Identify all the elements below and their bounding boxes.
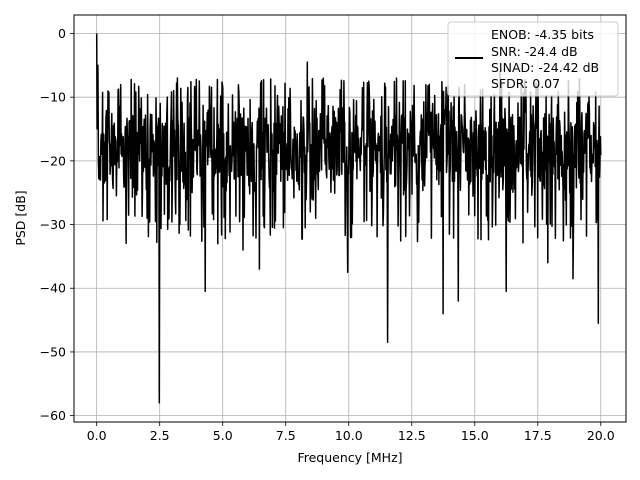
y-tick-label: −60 bbox=[40, 408, 66, 423]
x-tick-label: 7.5 bbox=[276, 428, 296, 443]
x-tick-label: 20.0 bbox=[587, 428, 615, 443]
legend-sinad: SINAD: -24.42 dB bbox=[491, 60, 599, 75]
psd-line bbox=[95, 33, 602, 404]
x-tick-label: 2.5 bbox=[150, 428, 170, 443]
y-axis-label: PSD [dB] bbox=[13, 190, 28, 245]
x-tick-label: 17.5 bbox=[524, 428, 552, 443]
legend: ENOB: -4.35 bits SNR: -24.4 dB SINAD: -2… bbox=[447, 21, 619, 97]
x-tick-label: 5.0 bbox=[213, 428, 233, 443]
y-tick-label: −30 bbox=[40, 217, 66, 232]
x-tick-label: 12.5 bbox=[398, 428, 426, 443]
y-tick-label: −10 bbox=[40, 90, 66, 105]
y-axis-ticks: 0 −10 −20 −30 −40 −50 −60 bbox=[40, 26, 74, 423]
legend-snr: SNR: -24.4 dB bbox=[491, 44, 578, 59]
y-tick-label: −40 bbox=[40, 281, 66, 296]
x-tick-label: 15.0 bbox=[461, 428, 489, 443]
plot-frame bbox=[73, 14, 627, 423]
x-tick-label: 10.0 bbox=[335, 428, 363, 443]
x-axis-label: Frequency [MHz] bbox=[297, 450, 402, 465]
legend-box bbox=[447, 21, 619, 97]
x-tick-label: 0.0 bbox=[87, 428, 107, 443]
legend-enob: ENOB: -4.35 bits bbox=[491, 27, 594, 42]
psd-series bbox=[95, 33, 602, 404]
y-tick-label: −50 bbox=[40, 344, 66, 359]
legend-sfdr: SFDR: 0.07 bbox=[491, 76, 560, 91]
x-axis-ticks: 0.0 2.5 5.0 7.5 10.0 12.5 15.0 17.5 20.0 bbox=[87, 422, 615, 443]
y-tick-label: 0 bbox=[58, 26, 66, 41]
y-tick-label: −20 bbox=[40, 153, 66, 168]
